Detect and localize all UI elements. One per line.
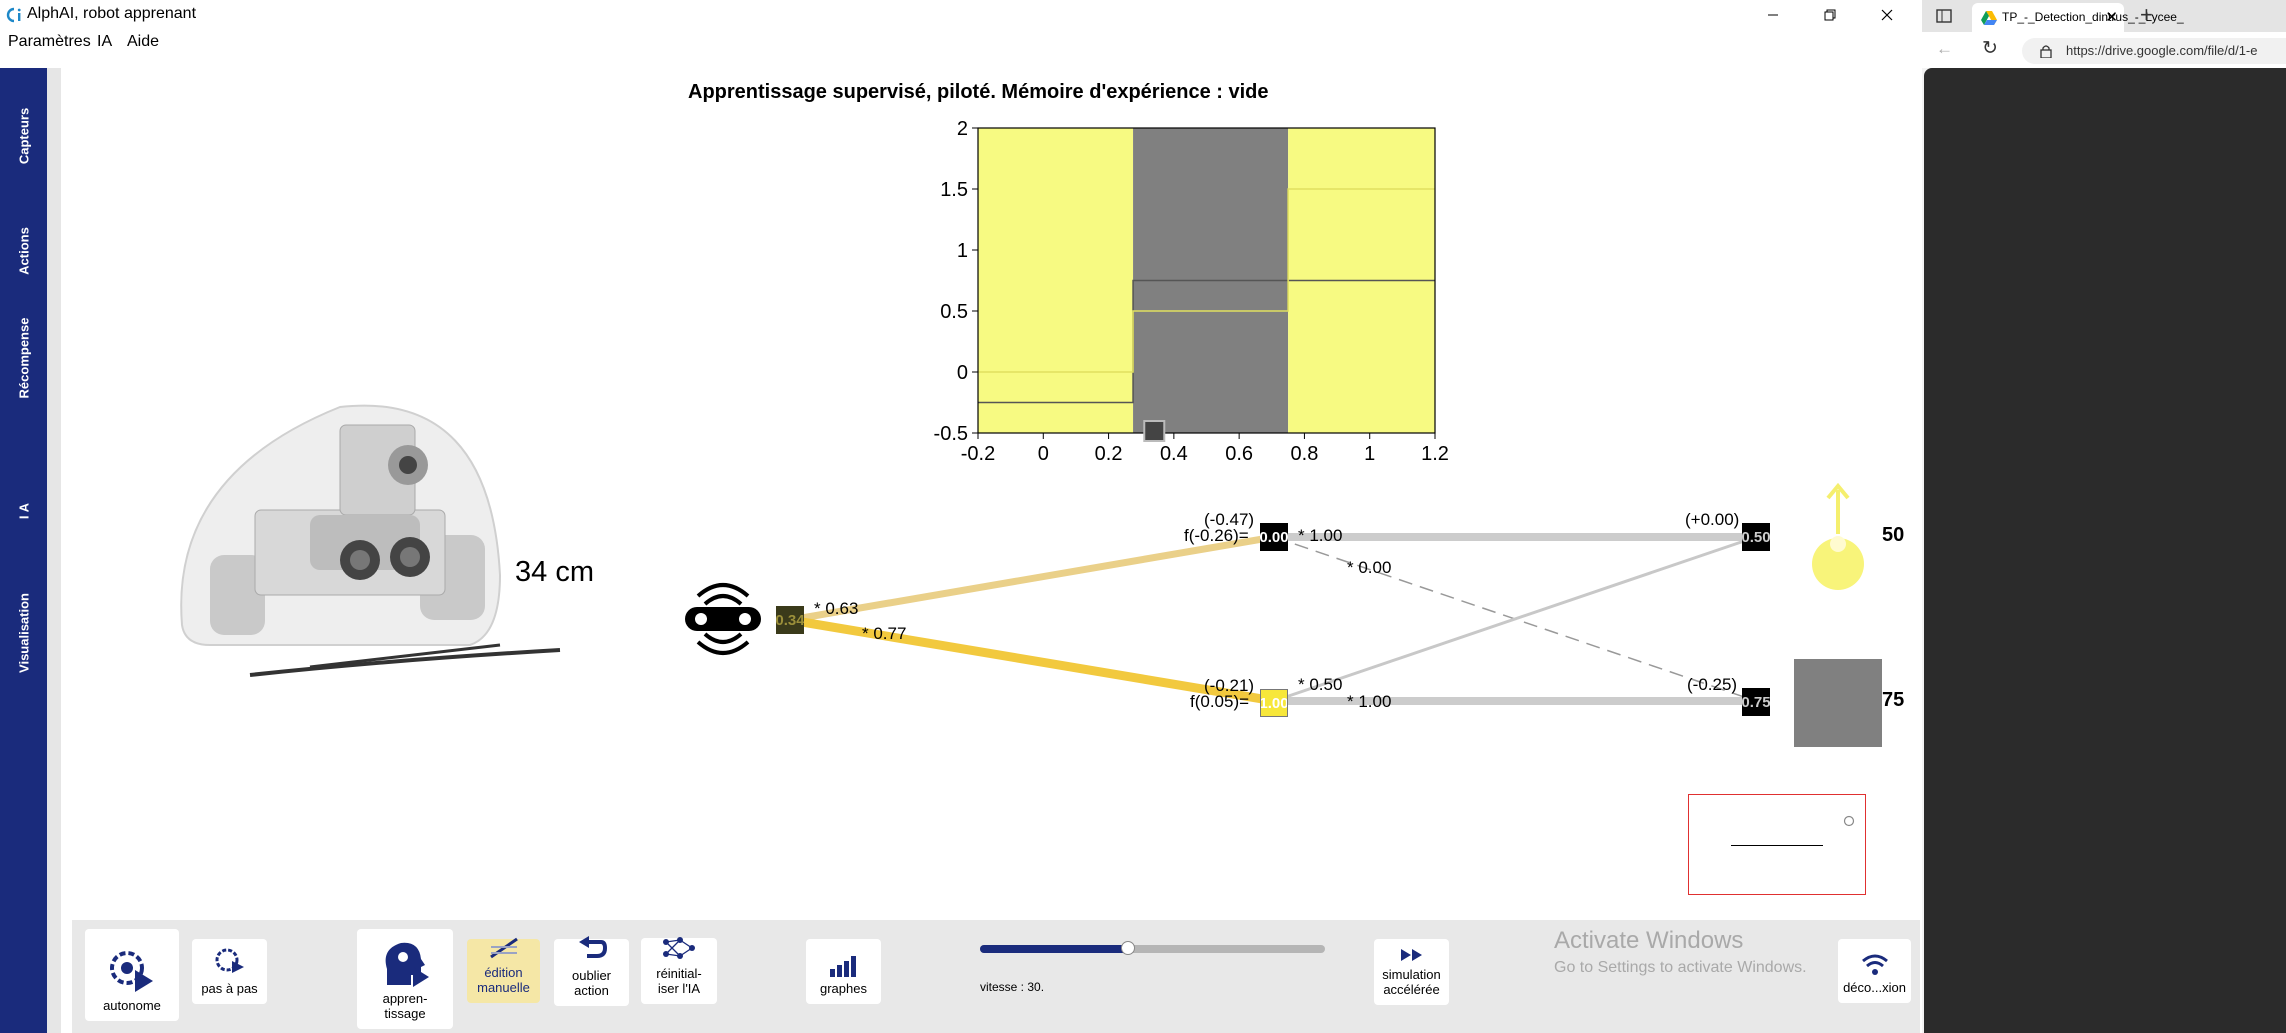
autonome-button[interactable]: autonome (85, 929, 179, 1021)
output-bottom-square[interactable] (1794, 659, 1882, 747)
hidden-top-bias[interactable]: (-0.47) (1204, 510, 1255, 529)
apprentissage-button[interactable]: appren- tissage (357, 929, 453, 1029)
activate-line2: Go to Settings to activate Windows. (1554, 959, 1807, 976)
restore-icon (1824, 9, 1836, 20)
browser-window: TP_-_Detection_dintrus_-_Lycee_ ✕ + ← ↻ … (1922, 0, 2286, 1033)
hidden-top-function: f(-0.26)= (1184, 526, 1249, 545)
reward-line (1731, 845, 1823, 846)
edit-pen-icon (489, 937, 518, 959)
browser-address-bar: ← ↻ https://drive.google.com/file/d/1-e (1922, 32, 2286, 68)
refresh-icon[interactable] (1843, 815, 1855, 827)
lock-icon (2040, 45, 2052, 58)
output-node-top[interactable]: 0.50 (1742, 523, 1770, 551)
close-button[interactable] (1858, 0, 1916, 29)
graphes-label: graphes (820, 981, 867, 996)
minimize-icon (1768, 14, 1778, 15)
reward-box (1688, 794, 1866, 895)
speed-slider-fill (980, 945, 1129, 953)
learning-head-icon (385, 942, 429, 987)
back-icon[interactable]: ← (1936, 39, 1953, 58)
weight-top-top[interactable]: * 1.00 (1298, 526, 1343, 545)
tab-close-icon[interactable]: ✕ (2105, 9, 2118, 26)
output-bottom-score: 75 (1882, 689, 1905, 711)
weight-input-bottom[interactable]: * 0.77 (862, 624, 907, 643)
distance-readout: 34 cm (515, 556, 594, 588)
weight-bottom-top[interactable]: * 0.50 (1298, 675, 1343, 694)
hidden-bottom-bias[interactable]: (-0.21) (1204, 676, 1255, 695)
pas-a-pas-button[interactable]: pas à pas (192, 939, 267, 1004)
sidebar-edge (47, 68, 61, 1033)
tab-actions-icon[interactable] (1936, 8, 1952, 24)
hidden-bottom-function: f(0.05)= (1190, 692, 1250, 711)
reinitialiser-ia-button[interactable]: réinitial- iser l'IA (641, 937, 717, 1004)
bar-chart-icon (829, 956, 856, 977)
output-node-bottom[interactable]: 0.75 (1742, 688, 1770, 716)
menu-ia[interactable]: IA (97, 33, 113, 50)
weight-bottom-bottom[interactable]: * 1.00 (1347, 692, 1392, 711)
browser-tab-bar: TP_-_Detection_dintrus_-_Lycee_ ✕ + (1922, 0, 2286, 32)
pas-a-pas-label: pas à pas (201, 981, 258, 996)
autonome-label: autonome (103, 998, 161, 1013)
url-field[interactable]: https://drive.google.com/file/d/1-e (2022, 38, 2286, 64)
activate-line1: Activate Windows (1554, 927, 1744, 954)
weight-input-top[interactable]: * 0.63 (814, 599, 859, 618)
url-text: https://drive.google.com/file/d/1-e (2066, 43, 2258, 58)
simulation-label: simulation accélérée (1382, 967, 1441, 997)
menu-parametres[interactable]: Paramètres (8, 33, 91, 50)
undo-icon (578, 936, 607, 958)
deconnexion-button[interactable]: déco...xion (1838, 939, 1911, 1003)
simulation-acceleree-button[interactable]: simulation accélérée (1374, 939, 1449, 1005)
apprentissage-label: appren- tissage (382, 991, 428, 1021)
activate-windows-watermark: Activate Windows Go to Settings to activ… (1554, 927, 1807, 977)
restore-button[interactable] (1801, 0, 1859, 29)
ultrasonic-sensor-icon (685, 583, 761, 655)
title-bar: AlphAI, robot apprenant (0, 0, 1920, 29)
fast-forward-icon (1400, 949, 1422, 961)
reinit-label: réinitial- iser l'IA (656, 966, 702, 996)
window-title: AlphAI, robot apprenant (27, 5, 197, 22)
output-bottom-bias[interactable]: (-0.25) (1687, 675, 1738, 694)
google-drive-icon (1981, 11, 1997, 25)
menu-aide[interactable]: Aide (127, 33, 160, 50)
edition-manuelle-button[interactable]: édition manuelle (467, 937, 540, 1003)
lamp-action-icon[interactable] (1808, 482, 1868, 592)
robot-illustration (180, 404, 561, 677)
hidden-node-bottom[interactable]: 1.00 (1260, 689, 1288, 717)
alphai-app-window: AlphAI, robot apprenant Paramètres IA Ai… (0, 0, 1920, 1033)
browser-tab[interactable]: TP_-_Detection_dintrus_-_Lycee_ ✕ (1972, 3, 2184, 32)
browser-tab-title: TP_-_Detection_dintrus_-_Lycee_ (2002, 10, 2184, 24)
step-icon (215, 948, 244, 973)
oublier-label: oublier action (571, 968, 612, 998)
wifi-icon (1861, 954, 1888, 975)
new-tab-icon[interactable]: + (2140, 2, 2153, 27)
menu-bar: Paramètres IA Aide (0, 30, 1920, 56)
alphai-logo-icon (6, 7, 21, 23)
close-icon (1881, 9, 1893, 20)
deco-label: déco...xion (1843, 980, 1906, 995)
input-node[interactable]: 0.34 (776, 606, 804, 634)
output-top-bias[interactable]: (+0.00) (1685, 510, 1740, 529)
oublier-action-button[interactable]: oublier action (554, 936, 629, 1006)
weight-top-bottom[interactable]: * 0.00 (1347, 558, 1392, 577)
minimize-button[interactable] (1744, 0, 1802, 29)
autonome-icon (110, 951, 153, 992)
hidden-node-top[interactable]: 0.00 (1260, 523, 1288, 551)
speed-slider-thumb[interactable] (1121, 941, 1136, 955)
network-reset-icon (663, 937, 695, 959)
speed-label: vitesse : 30. (980, 980, 1045, 994)
browser-content (1924, 68, 2286, 1033)
page-title: Apprentissage supervisé, piloté. Mémoire… (688, 81, 1269, 103)
output-top-score: 50 (1882, 524, 1905, 546)
graphes-button[interactable]: graphes (806, 939, 881, 1004)
reload-icon[interactable]: ↻ (1982, 38, 1998, 59)
neural-network-links (789, 533, 1757, 706)
sidebar: Capteurs Actions Récompense I A Visualis… (0, 68, 47, 1033)
speed-slider[interactable] (980, 941, 1325, 955)
edition-label: édition manuelle (477, 965, 530, 995)
